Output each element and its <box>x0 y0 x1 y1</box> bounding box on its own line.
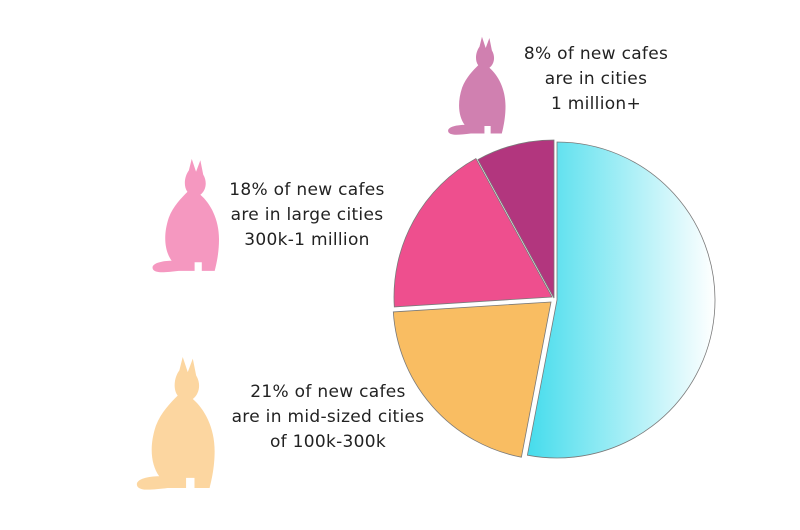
label-line: are in cities <box>544 69 648 89</box>
pie-slice-100k <box>392 301 552 458</box>
label-line: of 100k-300k <box>269 432 387 452</box>
label-line: 18% of new cafes <box>229 180 385 200</box>
pie-slice-300k <box>393 158 553 308</box>
label-line: are in large cities <box>230 205 384 225</box>
label-line: are in mid-sized cities <box>231 407 425 427</box>
label-line: 21% of new cafes <box>250 382 406 402</box>
cat-icon <box>152 158 220 273</box>
label-line: 8% of new cafes <box>523 44 669 64</box>
slice-label-100k: 21% of new cafes are in mid-sized cities… <box>222 380 434 455</box>
cat-icon <box>448 36 506 135</box>
cat-icon <box>136 356 215 490</box>
label-line: 1 million+ <box>550 94 642 114</box>
pie-slice-other <box>526 141 716 459</box>
label-line: 300k-1 million <box>244 230 370 250</box>
slice-label-1m: 8% of new cafes are in cities 1 million+ <box>506 42 686 117</box>
slice-label-300k: 18% of new cafes are in large cities 300… <box>212 178 402 253</box>
pie-slice-1m <box>477 139 555 299</box>
